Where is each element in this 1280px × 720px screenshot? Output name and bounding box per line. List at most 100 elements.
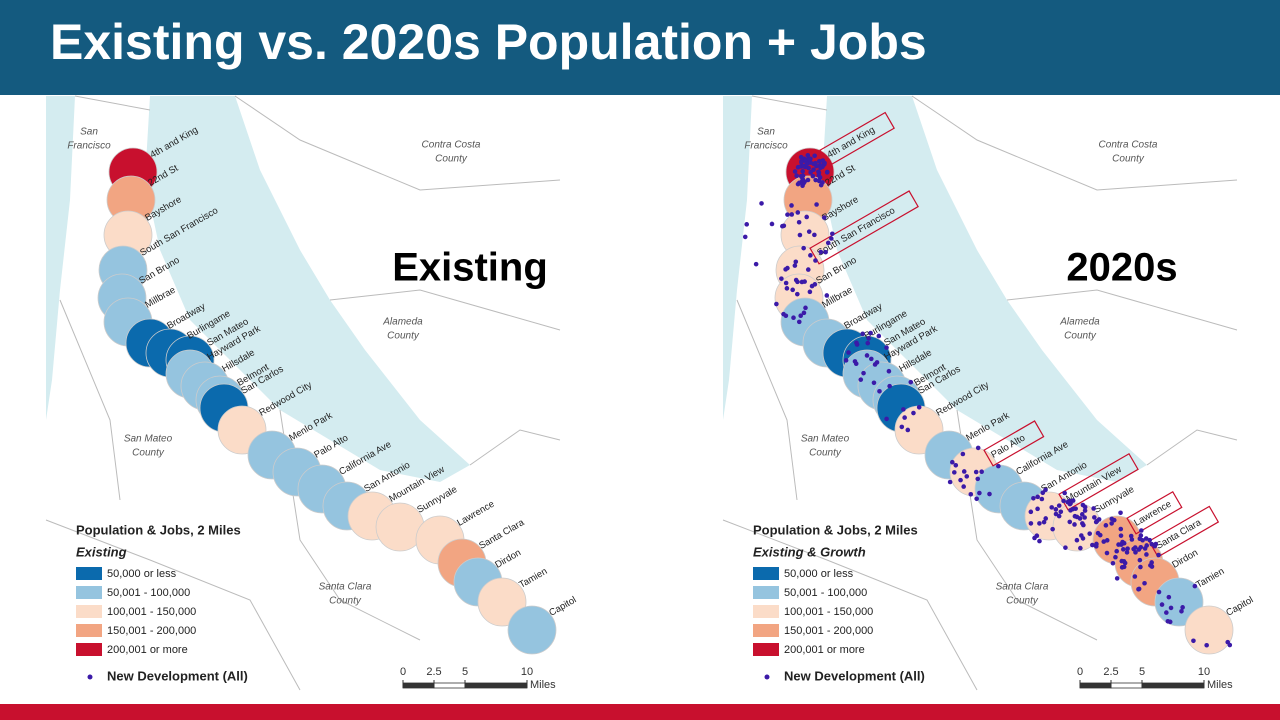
development-dot bbox=[805, 267, 811, 272]
boundary-line bbox=[59, 299, 121, 501]
development-dot bbox=[829, 236, 834, 241]
boundary-line bbox=[469, 429, 561, 466]
scale-tick-label: 10 bbox=[1198, 666, 1210, 678]
development-dot bbox=[902, 415, 907, 420]
development-dot bbox=[1180, 605, 1185, 610]
development-dot bbox=[1091, 506, 1096, 511]
development-dot bbox=[916, 405, 922, 410]
development-dot bbox=[1156, 552, 1161, 558]
legend-label: 50,001 - 100,000 bbox=[107, 587, 190, 599]
development-dot bbox=[1049, 505, 1055, 510]
development-dot bbox=[798, 154, 804, 160]
development-dot bbox=[1056, 503, 1062, 508]
development-dot bbox=[818, 249, 824, 255]
development-dot bbox=[1114, 548, 1120, 554]
bay bbox=[145, 96, 470, 482]
development-dot bbox=[1031, 495, 1036, 501]
development-dot bbox=[877, 389, 882, 394]
highlight-box bbox=[819, 111, 895, 167]
development-dot bbox=[793, 259, 799, 265]
legend-subtitle: Existing & Growth bbox=[753, 544, 866, 559]
development-dot bbox=[901, 407, 906, 412]
development-dot bbox=[796, 219, 802, 225]
development-dot bbox=[1132, 545, 1138, 550]
development-dot bbox=[823, 249, 828, 255]
development-dot bbox=[908, 379, 914, 385]
development-dot bbox=[1137, 557, 1143, 563]
legend-label: 100,001 - 150,000 bbox=[784, 606, 873, 618]
scale-tick-label: 10 bbox=[521, 666, 533, 678]
development-dot bbox=[947, 479, 953, 485]
development-dot bbox=[979, 469, 984, 475]
development-dot bbox=[1035, 494, 1040, 500]
development-dot bbox=[814, 202, 819, 207]
development-dot bbox=[1074, 537, 1080, 543]
development-dot bbox=[1079, 533, 1084, 538]
development-dot bbox=[1144, 552, 1149, 557]
scale-segment bbox=[402, 682, 435, 689]
development-dot bbox=[853, 361, 859, 367]
county-label: County bbox=[1006, 596, 1039, 607]
legend-label: New Development (All) bbox=[107, 668, 248, 683]
development-dot bbox=[794, 173, 799, 178]
development-dot bbox=[1043, 516, 1049, 521]
scale-tick-label: 5 bbox=[1139, 666, 1145, 678]
development-dot bbox=[871, 380, 877, 386]
development-dot bbox=[1138, 533, 1144, 538]
legend-swatch bbox=[76, 605, 102, 618]
development-dot bbox=[1097, 532, 1103, 538]
development-dot bbox=[861, 370, 866, 376]
development-dot bbox=[801, 310, 807, 316]
county-label: Alameda bbox=[382, 317, 423, 328]
development-dot bbox=[808, 253, 813, 258]
development-dot bbox=[830, 231, 835, 237]
development-dot bbox=[1132, 574, 1138, 579]
county-label: Alameda bbox=[1059, 317, 1100, 328]
county-label: Francisco bbox=[744, 141, 788, 152]
development-dot bbox=[824, 293, 830, 298]
development-dot bbox=[1028, 509, 1034, 515]
legend-title: Population & Jobs, 2 Miles bbox=[76, 522, 241, 537]
development-dot bbox=[817, 158, 822, 164]
map-label: 2020s bbox=[1066, 246, 1177, 290]
development-dot bbox=[1090, 542, 1095, 548]
development-dot bbox=[759, 201, 764, 206]
development-dot bbox=[785, 212, 790, 217]
scale-segment bbox=[1110, 682, 1143, 689]
development-dot bbox=[818, 165, 823, 171]
county-label: San Mateo bbox=[124, 434, 173, 445]
development-dot bbox=[1081, 522, 1086, 528]
map-panel: San Francisco Contra Costa County Alameda Cou… bbox=[45, 95, 578, 704]
legend-label: 200,001 or more bbox=[784, 644, 865, 656]
development-dot bbox=[968, 491, 974, 497]
highlight-box bbox=[809, 190, 919, 265]
development-dot bbox=[1058, 509, 1064, 515]
development-dot bbox=[974, 496, 979, 502]
development-dot bbox=[1077, 516, 1083, 521]
development-dot bbox=[1061, 498, 1066, 504]
development-dot bbox=[843, 358, 849, 363]
development-dot bbox=[813, 177, 818, 183]
development-dot bbox=[807, 289, 813, 295]
legend-swatch bbox=[76, 567, 102, 580]
development-dot bbox=[1050, 526, 1055, 532]
development-dot bbox=[1119, 558, 1125, 564]
development-dot bbox=[1092, 515, 1097, 520]
highlight-box bbox=[983, 420, 1045, 467]
legend-label: 100,001 - 150,000 bbox=[107, 606, 196, 618]
development-dot bbox=[1104, 538, 1110, 543]
development-dot bbox=[858, 377, 864, 382]
county-label: Contra Costa bbox=[1099, 140, 1158, 151]
boundary-line bbox=[329, 289, 561, 331]
map-panel: San Francisco Contra Costa County Alameda Cou… bbox=[722, 95, 1255, 704]
development-dot bbox=[961, 469, 967, 474]
development-dot bbox=[1119, 565, 1125, 570]
development-dot bbox=[799, 160, 804, 165]
development-dot bbox=[804, 214, 809, 220]
legend-label: 200,001 or more bbox=[107, 644, 188, 656]
development-dot bbox=[1070, 498, 1076, 503]
development-dot bbox=[818, 182, 824, 188]
development-dot bbox=[1035, 506, 1040, 512]
county-label: County bbox=[1112, 154, 1145, 165]
development-dot bbox=[797, 232, 803, 238]
